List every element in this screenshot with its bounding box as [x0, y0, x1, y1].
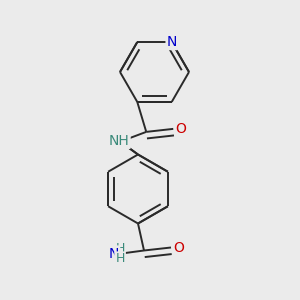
Text: N: N: [109, 247, 119, 260]
Text: N: N: [167, 35, 177, 49]
Text: H: H: [115, 252, 125, 266]
Text: NH: NH: [109, 134, 130, 148]
Text: O: O: [175, 122, 186, 136]
Text: H: H: [115, 242, 125, 256]
Text: O: O: [173, 241, 184, 254]
